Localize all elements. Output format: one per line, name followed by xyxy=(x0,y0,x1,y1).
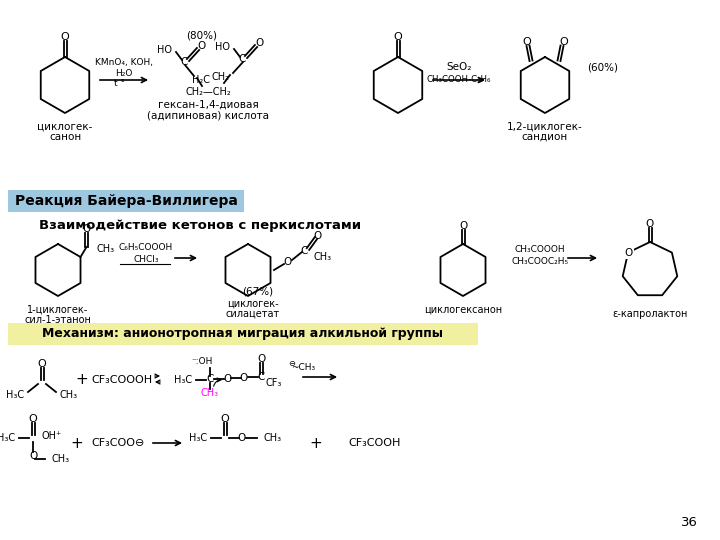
Text: CH₃: CH₃ xyxy=(60,390,78,400)
Text: O: O xyxy=(223,374,231,384)
Text: C: C xyxy=(257,372,265,382)
Text: O: O xyxy=(284,257,292,267)
Text: O: O xyxy=(624,247,632,258)
Text: O: O xyxy=(394,32,402,42)
Text: CF₃COOOH: CF₃COOOH xyxy=(91,375,153,385)
Text: CF₃: CF₃ xyxy=(266,378,282,388)
Text: C: C xyxy=(180,57,188,67)
Text: CH₃COOC₂H₅: CH₃COOC₂H₅ xyxy=(511,256,569,266)
Text: гексан-1,4-диовая: гексан-1,4-диовая xyxy=(158,100,258,110)
Text: O: O xyxy=(197,41,205,51)
Text: CH₃: CH₃ xyxy=(96,244,114,254)
Text: +: + xyxy=(76,373,89,388)
Text: (80%): (80%) xyxy=(186,30,217,40)
Text: O: O xyxy=(523,37,531,47)
Text: HO: HO xyxy=(157,45,172,55)
Text: HO: HO xyxy=(215,42,230,52)
Text: ~CH₃: ~CH₃ xyxy=(291,362,315,372)
Text: O: O xyxy=(60,32,69,42)
Text: KMnO₄, KОН,: KMnO₄, KОН, xyxy=(95,58,153,68)
Text: CH₃: CH₃ xyxy=(201,388,219,398)
Text: CHCl₃: CHCl₃ xyxy=(133,254,158,264)
Text: O: O xyxy=(240,373,248,383)
Text: O: O xyxy=(238,433,246,443)
Text: O: O xyxy=(220,414,230,424)
Text: H₂O: H₂O xyxy=(115,69,132,78)
FancyBboxPatch shape xyxy=(8,190,244,212)
Text: OH⁺: OH⁺ xyxy=(41,431,61,441)
Text: O: O xyxy=(29,451,37,461)
Text: O: O xyxy=(646,219,654,229)
Text: CH₃: CH₃ xyxy=(51,454,69,464)
Text: циклогек-: циклогек- xyxy=(228,299,279,309)
Text: циклогек-: циклогек- xyxy=(37,122,93,132)
Text: O: O xyxy=(82,224,91,234)
Text: сандион: сандион xyxy=(522,132,568,142)
Text: O: O xyxy=(459,221,467,231)
Text: O: O xyxy=(37,359,46,369)
Text: H₃C: H₃C xyxy=(174,375,192,385)
Text: H₃C: H₃C xyxy=(6,390,24,400)
Text: CF₃COO⊖: CF₃COO⊖ xyxy=(91,438,145,448)
Text: H₃C: H₃C xyxy=(0,433,15,443)
Text: (67%): (67%) xyxy=(243,287,274,297)
Text: Реакция Байера-Виллигера: Реакция Байера-Виллигера xyxy=(14,194,238,208)
Text: 1-циклогек-: 1-циклогек- xyxy=(27,305,89,315)
Text: CF₃COOH: CF₃COOH xyxy=(348,438,401,448)
Text: (адипиновая) кислота: (адипиновая) кислота xyxy=(147,111,269,121)
FancyBboxPatch shape xyxy=(8,323,478,345)
Text: C: C xyxy=(207,374,214,384)
Text: H₂C: H₂C xyxy=(192,75,210,85)
Text: O: O xyxy=(257,354,265,364)
Text: сил-1-этанон: сил-1-этанон xyxy=(24,315,91,325)
Text: O: O xyxy=(29,414,37,424)
Text: C₆H₅COOOH: C₆H₅COOOH xyxy=(119,244,173,253)
Text: Механизм: анионотропная миграция алкильной группы: Механизм: анионотропная миграция алкильн… xyxy=(42,327,444,341)
Text: CH₃COOH-C₆H₆: CH₃COOH-C₆H₆ xyxy=(427,75,491,84)
Text: ⁻:OH: ⁻:OH xyxy=(192,357,212,367)
Text: CH₃: CH₃ xyxy=(314,252,332,262)
Text: O: O xyxy=(255,38,263,48)
Text: санон: санон xyxy=(49,132,81,142)
Text: C: C xyxy=(238,54,246,64)
Text: CH₃: CH₃ xyxy=(263,433,281,443)
Text: 36: 36 xyxy=(681,516,698,529)
Text: C: C xyxy=(300,246,307,256)
Text: H₃C: H₃C xyxy=(189,433,207,443)
Text: силацетат: силацетат xyxy=(226,309,280,319)
Text: t °: t ° xyxy=(114,79,125,89)
Text: O: O xyxy=(314,231,322,241)
Text: CH₃COOOH: CH₃COOOH xyxy=(515,246,565,254)
Text: O: O xyxy=(559,37,568,47)
Text: (60%): (60%) xyxy=(587,62,618,72)
Text: 1,2-циклогек-: 1,2-циклогек- xyxy=(507,122,583,132)
Text: CH₂—CH₂: CH₂—CH₂ xyxy=(185,87,231,97)
Text: циклогексанон: циклогексанон xyxy=(424,305,502,315)
Text: SeO₂: SeO₂ xyxy=(446,62,472,72)
Text: ε-капролактон: ε-капролактон xyxy=(612,309,688,319)
Text: +: + xyxy=(71,435,84,450)
Text: +: + xyxy=(310,435,323,450)
Text: CH₂: CH₂ xyxy=(211,72,229,82)
Text: Взаимодействие кетонов с перкислотами: Взаимодействие кетонов с перкислотами xyxy=(39,219,361,233)
Text: ⊖: ⊖ xyxy=(289,359,295,368)
